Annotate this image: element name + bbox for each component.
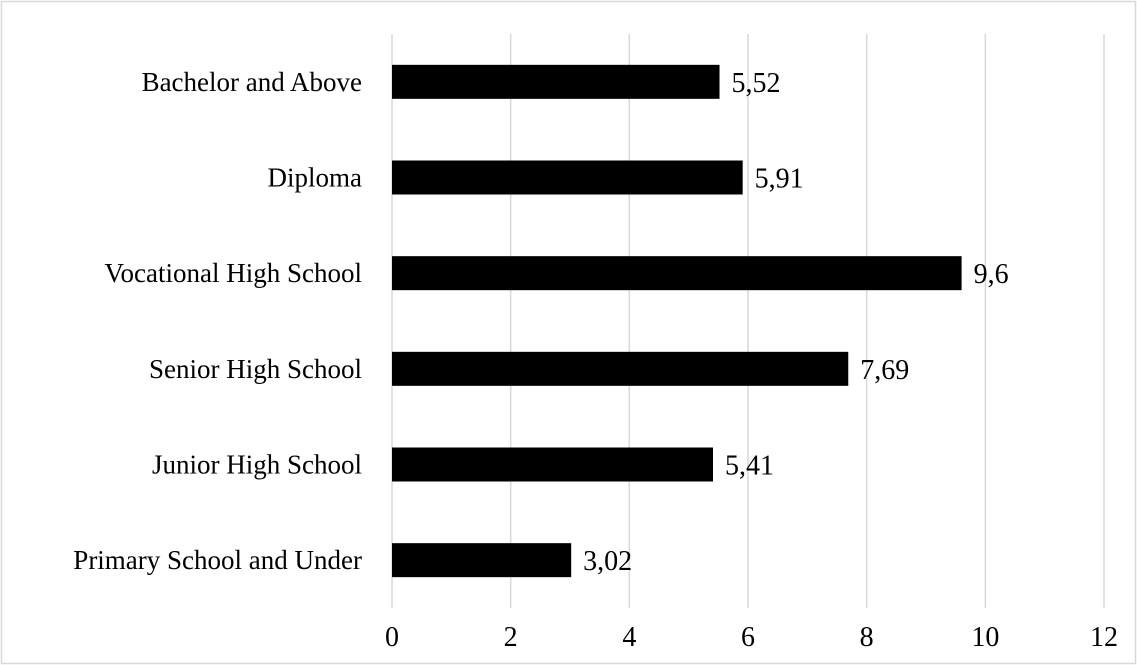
category-label: Senior High School [149,354,362,384]
bar [392,447,713,482]
bar [392,351,849,386]
category-label: Bachelor and Above [142,67,362,97]
bar [392,256,962,291]
data-label: 9,6 [974,259,1009,290]
data-label: 7,69 [860,355,909,386]
x-tick-label: 2 [504,622,518,653]
data-label: 3,02 [583,546,632,577]
data-label: 5,91 [755,164,804,195]
data-label: 5,41 [725,451,774,482]
x-tick-label: 0 [385,622,399,653]
bar [392,543,572,578]
grid-lines [391,34,1105,608]
x-tick-label: 6 [741,622,755,653]
category-label: Vocational High School [105,258,362,288]
bar [392,64,720,99]
data-labels: 5,52 5,91 9,6 7,69 5,41 3,02 [583,68,1008,577]
category-label: Primary School and Under [73,545,362,575]
category-labels: Bachelor and Above Diploma Vocational High… [73,67,362,575]
x-tick-label: 4 [622,622,636,653]
x-tick-label: 12 [1090,622,1118,653]
x-tick-label: 10 [971,622,999,653]
x-axis-tick-labels: 0 2 4 6 8 10 12 [385,622,1118,653]
bar [392,160,743,195]
bars [392,64,962,578]
data-label: 5,52 [732,68,781,99]
category-label: Diploma [268,163,363,193]
x-tick-label: 8 [860,622,874,653]
category-label: Junior High School [152,450,362,480]
